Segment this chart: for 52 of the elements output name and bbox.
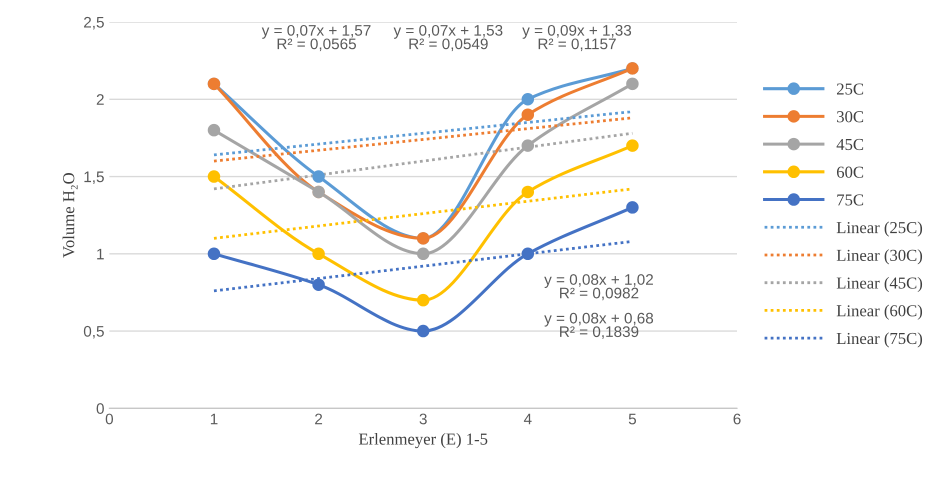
- legend-label: 30C: [837, 111, 864, 122]
- point: [522, 248, 534, 260]
- point: [208, 124, 220, 136]
- x-tick-label: 2: [315, 414, 322, 424]
- annotation: y = 0,08x + 1,02: [544, 274, 653, 288]
- legend-label: 75C: [837, 194, 864, 206]
- x-tick-label: 6: [734, 414, 741, 424]
- point: [208, 248, 220, 260]
- point: [522, 93, 534, 106]
- x-tick-label: 3: [420, 414, 427, 424]
- point: [416, 294, 430, 306]
- y-tick-label: 2: [96, 94, 104, 105]
- point: [626, 78, 639, 90]
- legend-label: Linear (45C): [836, 276, 922, 292]
- annotation: y = 0,07x + 1,53: [394, 24, 502, 39]
- point: [208, 170, 220, 183]
- y-axis-title: Volume H₂O: [62, 173, 78, 258]
- x-tick-label: 1: [210, 414, 218, 424]
- annotation: R² = 0,0982: [560, 288, 638, 300]
- y-tick-label: 0: [96, 403, 104, 414]
- annotation: y = 0,07x + 1,57: [262, 24, 371, 39]
- legend-label: 25C: [836, 83, 864, 95]
- annotation: R² = 0,0565: [278, 38, 356, 52]
- point: [522, 139, 534, 152]
- x-axis-title: Erlenmeyer (E) 1-5: [358, 432, 488, 448]
- point: [522, 186, 534, 198]
- y-tick-label: 1: [97, 248, 104, 260]
- point: [312, 278, 325, 291]
- point: [626, 201, 639, 214]
- point: [312, 170, 325, 183]
- annotation: R² = 0,1157: [538, 38, 616, 52]
- legend-label: Linear (25C): [836, 222, 922, 237]
- x-tick-label: 5: [628, 414, 636, 424]
- legend-label: 45C: [836, 138, 864, 150]
- annotation: R² = 0,1839: [560, 326, 638, 339]
- annotation: R² = 0,0549: [409, 38, 488, 52]
- x-tick-label: 4: [524, 414, 532, 424]
- point: [416, 324, 430, 338]
- point: [312, 248, 325, 260]
- legend-label: Linear (75C): [836, 332, 922, 348]
- legend-label: Linear (30C): [836, 249, 922, 264]
- point: [416, 248, 430, 260]
- y-tick-label: 1,5: [84, 172, 104, 184]
- annotation: y = 0,09x + 1,33: [522, 24, 632, 39]
- x-tick-label: 0: [106, 414, 114, 424]
- y-tick-label: 0,5: [84, 326, 104, 339]
- legend-label: 60C: [836, 166, 864, 178]
- annotation: y = 0,08x + 0,68: [544, 312, 654, 327]
- y-tick-label: 2,5: [84, 16, 104, 30]
- legend-label: Linear (60C): [836, 304, 922, 320]
- point: [522, 108, 534, 121]
- point: [626, 139, 639, 152]
